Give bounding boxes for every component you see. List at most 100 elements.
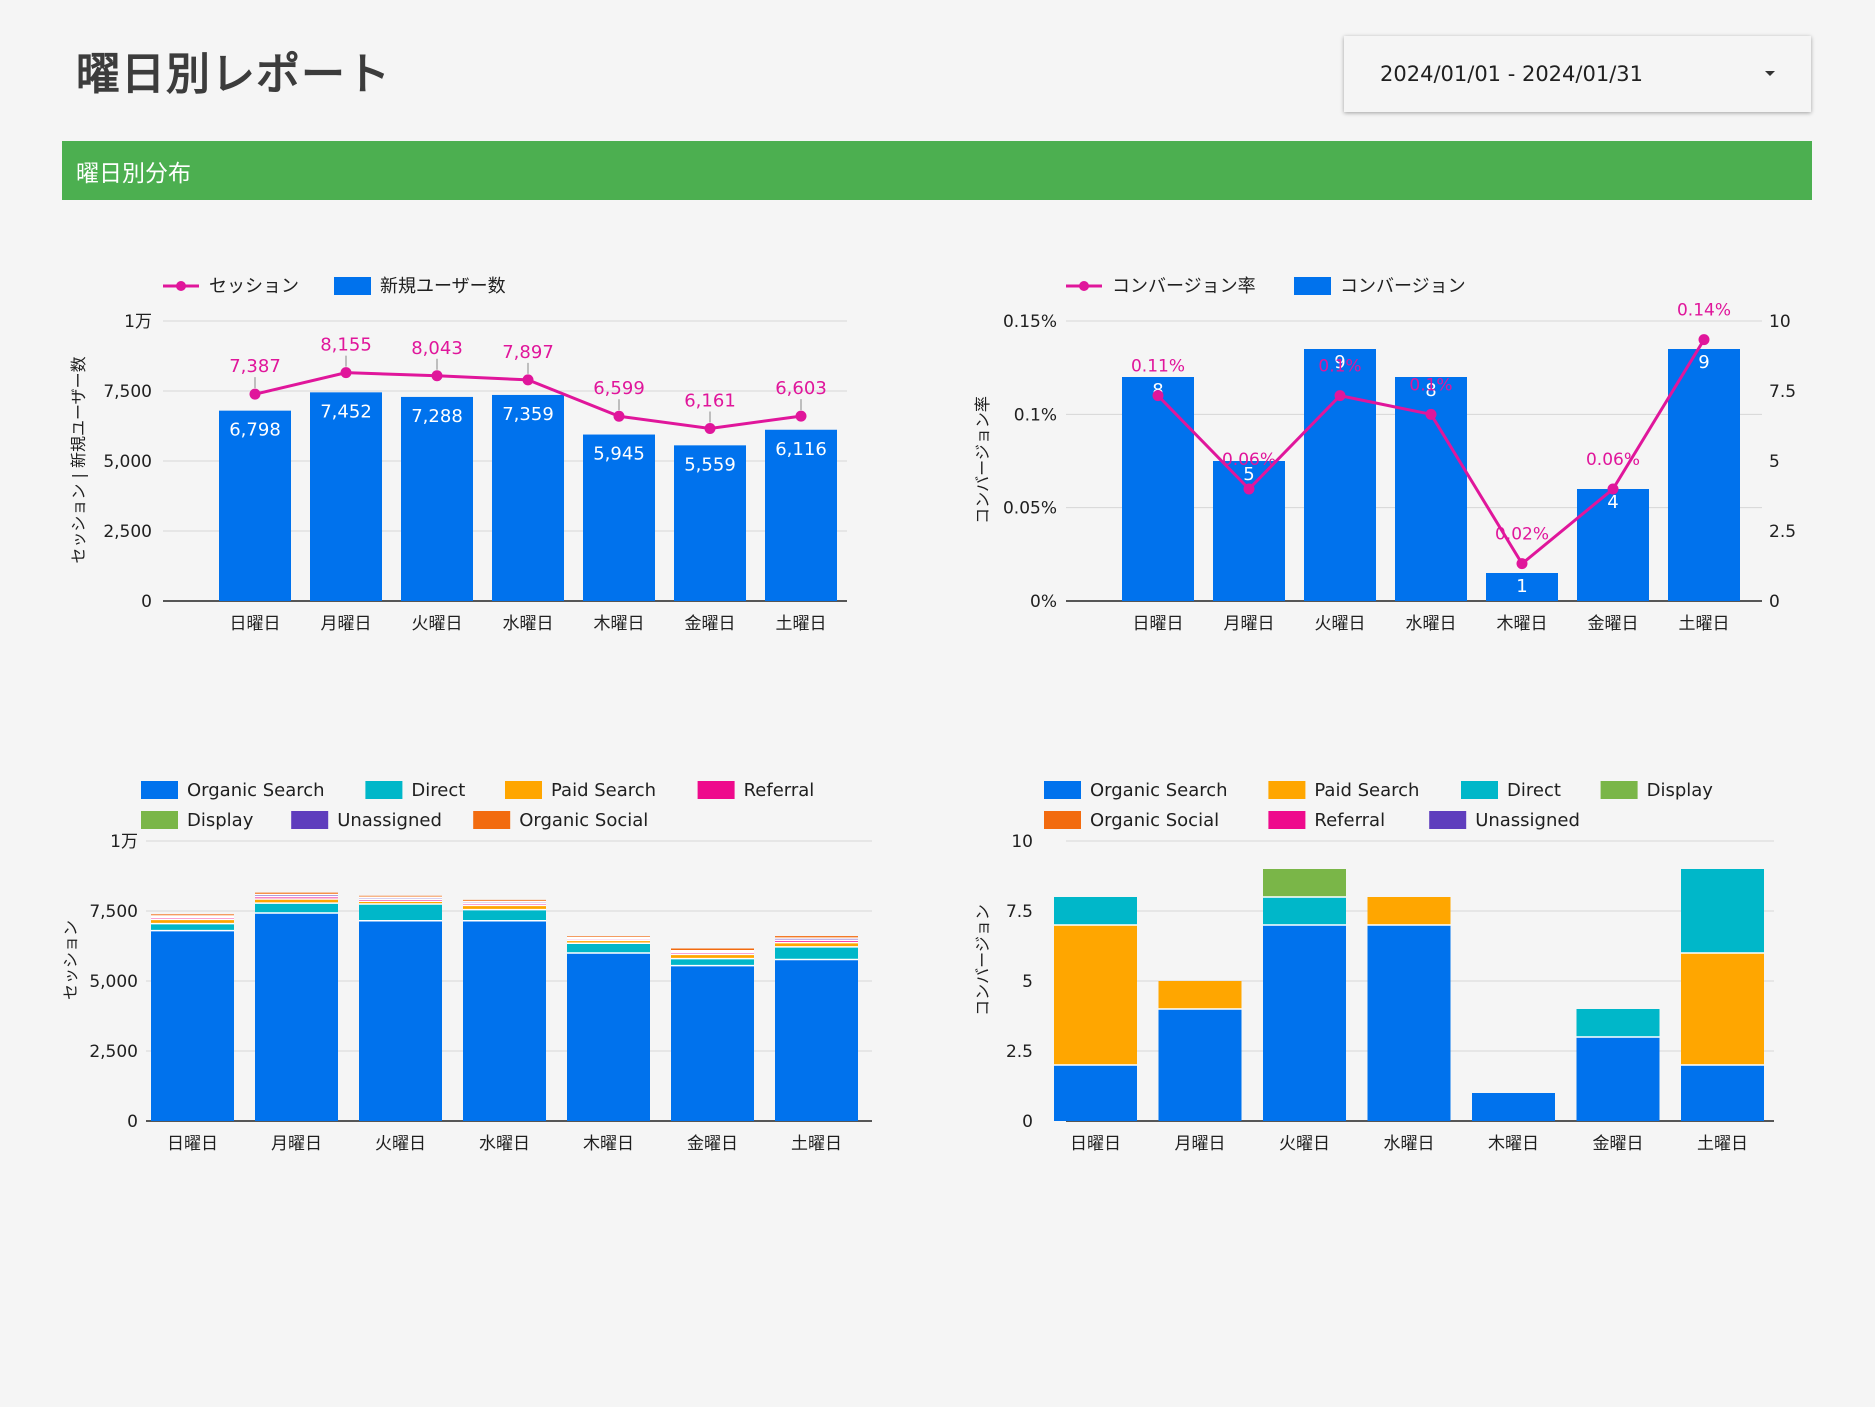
y2-tick-label: 2.5 [1769,522,1796,542]
line-data-label: 0.06% [1222,450,1276,470]
line-point [522,374,534,386]
stacked-segment [255,903,338,913]
stacked-segment [775,940,858,943]
legend-swatch [1600,781,1638,799]
y-tick-label: 2,500 [89,1042,138,1062]
y-tick-label: 0.05% [1003,499,1057,519]
legend-swatch [1268,811,1306,829]
line-point [249,388,261,400]
line-point [1152,390,1164,402]
bar-data-label: 7,359 [502,404,554,425]
stacked-segment [151,917,234,920]
bar-data-label: 5,559 [684,454,736,475]
legend-label: Organic Search [187,780,325,801]
dropdown-caret-icon[interactable] [1765,71,1775,76]
stacked-segment [151,930,234,1121]
bar [765,429,837,601]
line-data-label: 0.14% [1677,301,1731,321]
line-data-label: 6,603 [775,378,827,399]
stacked-segment [671,952,754,955]
stacked-segment [671,965,754,1121]
bar-data-label: 1 [1516,576,1527,597]
stacked-segment [567,953,650,1121]
bar-data-label: 9 [1334,352,1345,373]
x-tick-label: 月曜日 [1175,1134,1226,1154]
stacked-segment [567,938,650,941]
bar-data-label: 8 [1425,380,1436,401]
x-tick-label: 日曜日 [1070,1134,1121,1154]
y2-tick-label: 7.5 [1769,382,1796,402]
stacked-segment [1681,953,1764,1065]
stacked-segment [567,940,650,944]
bar-data-label: 7,452 [320,401,372,422]
legend-label: Referral [744,780,815,801]
legend-swatch [1268,781,1306,799]
chart-4-plot [1054,869,1764,1121]
legend-swatch [1044,781,1081,799]
line-data-label: 0.1% [1318,357,1361,377]
x-tick-label: 金曜日 [685,614,736,634]
legend-swatch [505,781,542,799]
stacked-segment [567,943,650,953]
legend-swatch [1044,811,1081,829]
stacked-segment [255,894,338,897]
bar [310,392,382,601]
x-tick-label: 火曜日 [412,614,463,634]
y-tick-label: 1万 [124,312,152,332]
stacked-segment [1367,925,1451,1121]
x-tick-label: 金曜日 [687,1134,738,1154]
stacked-segment [775,938,858,941]
x-tick-label: 水曜日 [503,614,554,634]
bar [1213,461,1285,601]
bar [1395,377,1467,601]
stacked-segment [671,950,754,953]
stacked-segment [151,916,234,918]
legend-label: Paid Search [1314,780,1419,801]
bar [401,396,473,601]
stacked-segment [1158,981,1242,1009]
legend-swatch [1461,781,1498,799]
line-point [1698,334,1710,346]
stacked-segment [1576,1009,1660,1037]
x-tick-label: 木曜日 [594,614,645,634]
bar [1577,489,1649,601]
x-tick-label: 木曜日 [1488,1134,1539,1154]
legend-label: Direct [411,780,465,801]
stacked-segment [1681,1065,1764,1121]
x-tick-label: 火曜日 [375,1134,426,1154]
x-tick-label: 木曜日 [1497,614,1548,634]
legend-label: Organic Social [1090,810,1219,831]
stacked-segment [1054,897,1137,925]
section-header: 曜日別分布 [62,141,1812,200]
y-tick-label: 0% [1030,592,1057,612]
line-data-label: 8,043 [411,338,463,359]
stacked-segment [567,937,650,939]
line-data-label: 0.06% [1586,450,1640,470]
bar-data-label: 4 [1607,492,1618,513]
stacked-segment [775,936,858,939]
bar [1304,349,1376,601]
bar-data-label: 9 [1698,352,1709,373]
legend-label: 新規ユーザー数 [380,276,506,297]
stacked-segment [255,898,338,904]
y-tick-label: 0.15% [1003,312,1057,332]
date-range-picker[interactable]: 2024/01/01 - 2024/01/31 [1344,36,1811,112]
line-point [1607,483,1619,495]
bar-data-label: 6,798 [229,420,281,441]
stacked-segment [775,946,858,960]
bar [1668,349,1740,601]
y-axis-label: コンバージョン率 [973,396,992,524]
x-tick-label: 水曜日 [479,1134,530,1154]
legend-swatch [1429,811,1467,829]
chart-1-legend: セッション 新規ユーザー数 [163,276,506,297]
legend-label: Referral [1314,810,1385,831]
chart-2-plot: 8 5 9 8 1 4 9 0.11% 0.06% 0.1% 0.1% 0.02% 0.06% 0.14% [1122,301,1740,601]
x-tick-label: 土曜日 [791,1134,842,1154]
section-title: 曜日別分布 [76,160,191,187]
series-line [254,371,802,431]
legend-label: Display [1647,780,1714,801]
stacked-segment [151,923,234,931]
line-data-label: 8,155 [320,335,372,356]
